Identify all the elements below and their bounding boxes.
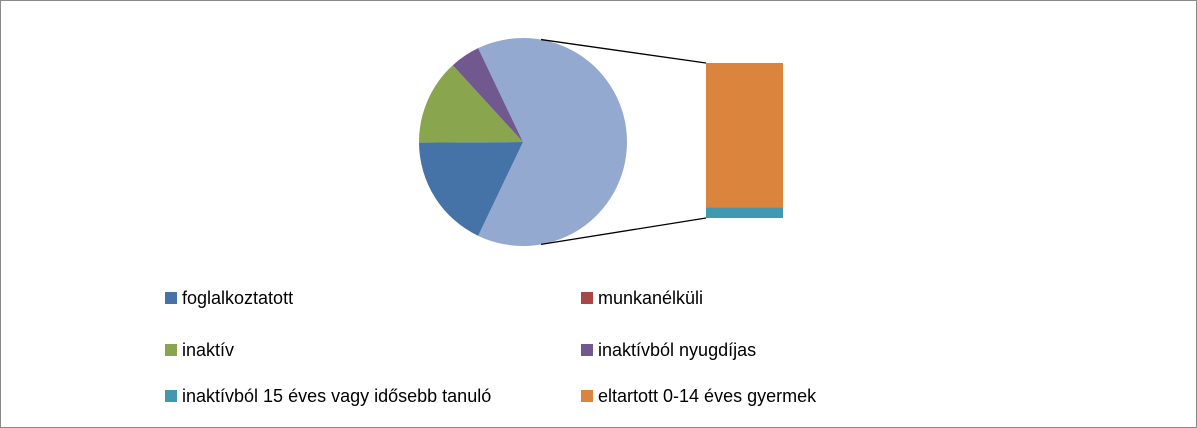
connector-line — [540, 38, 707, 64]
legend-swatch — [581, 390, 593, 402]
legend-label: inaktívból nyugdíjas — [598, 340, 756, 360]
legend-label: foglalkoztatott — [182, 288, 293, 308]
legend-label: inaktív — [182, 340, 234, 360]
connector-line — [540, 217, 707, 246]
legend-swatch — [165, 344, 177, 356]
legend-label: eltartott 0-14 éves gyermek — [598, 386, 817, 406]
legend-swatch — [165, 292, 177, 304]
bar-segment — [706, 207, 783, 218]
legend-swatch — [581, 292, 593, 304]
pie-slice — [419, 65, 523, 143]
pie-slice — [452, 48, 523, 142]
legend-swatch — [581, 344, 593, 356]
pie-slice-other — [478, 38, 627, 246]
legend-label: munkanélküli — [598, 288, 703, 308]
bar-segment — [706, 63, 783, 208]
pie-slice — [419, 142, 523, 236]
legend-label: inaktívból 15 éves vagy idősebb tanuló — [182, 386, 491, 406]
legend-swatch — [165, 390, 177, 402]
